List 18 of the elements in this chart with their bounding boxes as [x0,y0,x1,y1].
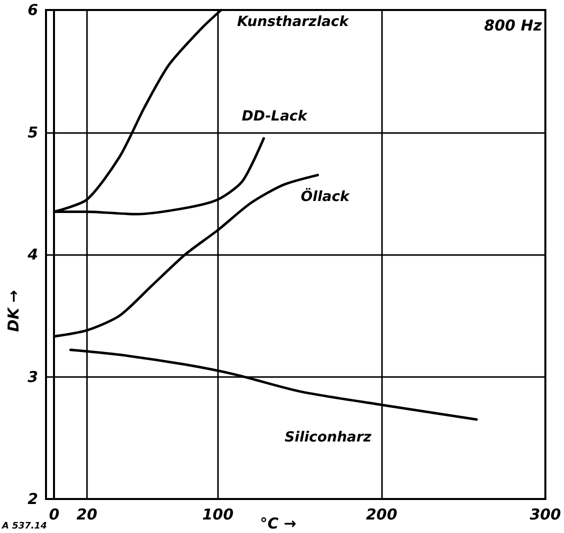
y-tick-label: 5 [28,123,38,142]
text: A 537.14 [1,522,47,532]
x-axis-title: °C → [260,514,296,532]
series-label: Kunstharzlack [237,14,350,30]
annotation: 800 Hz [484,16,542,34]
y-axis-title: DK → [4,290,22,332]
x-tick-label: 100 [202,506,234,524]
x-tick-label: 200 [366,506,398,524]
series-label: DD-Lack [242,108,309,124]
y-tick-label: 4 [26,246,38,264]
y-tick-label: 6 [28,1,38,19]
x-tick-label: 20 [76,506,98,524]
series-label: Öllack [300,188,352,206]
y-tick-label: 3 [28,368,38,386]
x-tick-label: 0 [48,506,60,524]
y-tick-label: 2 [28,490,38,508]
series-label: Siliconharz [284,430,372,446]
x-tick-label: 300 [530,506,561,524]
